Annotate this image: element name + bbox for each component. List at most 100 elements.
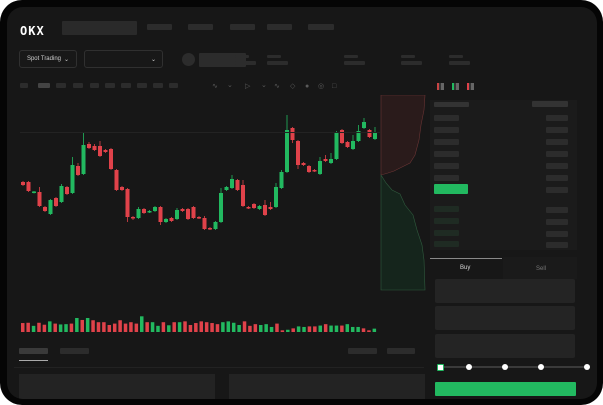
candle-body bbox=[142, 209, 146, 213]
chevron-down-icon[interactable]: ⌄ bbox=[227, 82, 233, 89]
timeframe-5[interactable] bbox=[90, 83, 99, 88]
volume-bar bbox=[129, 322, 133, 332]
volume-bar bbox=[372, 328, 377, 332]
slider-handle[interactable] bbox=[437, 364, 444, 371]
slider-mark-25[interactable] bbox=[466, 364, 472, 370]
fullscreen-icon[interactable]: □ bbox=[332, 83, 337, 90]
volume-bar bbox=[112, 323, 117, 332]
spot-trading-button[interactable]: Spot Trading ⌄ bbox=[19, 50, 77, 68]
orderbook-header-price bbox=[434, 102, 469, 107]
volume-bar bbox=[102, 322, 106, 332]
volume-bar bbox=[145, 322, 149, 332]
candlestick-chart[interactable] bbox=[7, 95, 382, 335]
nav-item-4[interactable] bbox=[267, 24, 292, 30]
bottom-tab-2[interactable] bbox=[60, 348, 89, 354]
candle-body bbox=[147, 211, 152, 213]
slider-mark-100[interactable] bbox=[584, 364, 590, 370]
candle-body bbox=[362, 122, 366, 128]
ask-amount bbox=[546, 163, 568, 169]
price-input[interactable] bbox=[435, 279, 575, 303]
timeframe-7[interactable] bbox=[121, 83, 131, 88]
timeframe-4[interactable] bbox=[73, 83, 83, 88]
candle-body bbox=[153, 207, 157, 211]
volume-bar bbox=[307, 326, 312, 332]
depth-asks-area bbox=[380, 95, 426, 176]
candle-body bbox=[202, 218, 207, 229]
candle-body bbox=[373, 133, 377, 139]
both-sides-icon[interactable] bbox=[437, 83, 444, 90]
slider-mark-50[interactable] bbox=[502, 364, 508, 370]
pair-dropdown[interactable]: ⌄ bbox=[84, 50, 163, 68]
amount-input[interactable] bbox=[435, 306, 575, 330]
timeframe-6[interactable] bbox=[105, 83, 115, 88]
timeframe-2[interactable] bbox=[38, 83, 50, 88]
nav-item-2[interactable] bbox=[188, 24, 213, 30]
timeframe-8[interactable] bbox=[137, 83, 147, 88]
chevron-down-icon[interactable]: ⌄ bbox=[261, 82, 267, 89]
volume-bar bbox=[302, 326, 306, 332]
volume-bar bbox=[237, 325, 241, 332]
measure-icon[interactable]: ∿ bbox=[274, 83, 280, 90]
settings-icon[interactable]: ◎ bbox=[318, 83, 325, 90]
candle-body bbox=[169, 218, 174, 221]
timeframe-1[interactable] bbox=[20, 83, 28, 88]
timeframe-9[interactable] bbox=[153, 83, 163, 88]
bottom-action-1[interactable] bbox=[348, 348, 377, 354]
volume-bar bbox=[150, 322, 155, 332]
candle-body bbox=[285, 130, 289, 172]
tab-sell[interactable]: Sell bbox=[536, 266, 547, 272]
candle-body bbox=[367, 130, 372, 137]
bottom-action-2[interactable] bbox=[387, 348, 415, 354]
volume-bar bbox=[286, 329, 290, 332]
volume-bar bbox=[361, 328, 366, 332]
volume-bar bbox=[42, 324, 47, 332]
bid-price bbox=[434, 230, 459, 236]
candle-body bbox=[356, 131, 361, 141]
slider-mark-75[interactable] bbox=[538, 364, 544, 370]
indicator-icon[interactable]: ∿ bbox=[212, 83, 218, 90]
search-bar[interactable] bbox=[62, 21, 137, 35]
volume-bar bbox=[172, 322, 176, 332]
volume-bar bbox=[48, 321, 52, 332]
ask-amount bbox=[546, 127, 568, 133]
volume-bar bbox=[91, 320, 95, 332]
timeframe-10[interactable] bbox=[169, 83, 178, 88]
timeframe-3[interactable] bbox=[56, 83, 66, 88]
nav-item-5[interactable] bbox=[308, 24, 334, 30]
candle-body bbox=[312, 170, 317, 172]
volume-bar bbox=[134, 323, 139, 332]
bottom-tab-underline bbox=[19, 360, 48, 361]
bids-icon[interactable] bbox=[452, 83, 459, 90]
camera-icon[interactable]: ● bbox=[305, 83, 310, 90]
total-input[interactable] bbox=[435, 334, 575, 358]
bottom-tab-1[interactable] bbox=[19, 348, 48, 354]
stat-label bbox=[449, 55, 463, 58]
volume-bar bbox=[204, 322, 209, 332]
stat-label bbox=[344, 55, 358, 58]
line-icon[interactable]: ▷ bbox=[245, 83, 251, 90]
volume-bar bbox=[188, 325, 193, 332]
candle-body bbox=[48, 200, 53, 214]
ruler-icon[interactable]: ◇ bbox=[290, 83, 296, 90]
volume-bar bbox=[291, 328, 295, 332]
nav-item-1[interactable] bbox=[147, 24, 172, 30]
amount-slider[interactable] bbox=[437, 364, 590, 371]
volume-bar bbox=[340, 325, 344, 332]
chart-gridline bbox=[20, 132, 380, 133]
volume-bar bbox=[140, 316, 144, 332]
tab-buy[interactable]: Buy bbox=[460, 265, 471, 271]
ask-amount bbox=[546, 115, 568, 121]
bid-amount bbox=[546, 207, 568, 213]
buy-submit-button[interactable] bbox=[435, 382, 576, 396]
asks-icon[interactable] bbox=[467, 83, 474, 90]
okx-logo[interactable]: OKX bbox=[20, 22, 45, 37]
volume-bar bbox=[69, 323, 74, 332]
candle-body bbox=[37, 192, 42, 206]
candle-body bbox=[301, 163, 306, 165]
volume-bar bbox=[96, 322, 101, 332]
nav-item-3[interactable] bbox=[230, 24, 255, 30]
volume-bar bbox=[350, 326, 355, 332]
volume-bar bbox=[259, 325, 263, 332]
volume-bar bbox=[334, 325, 339, 332]
